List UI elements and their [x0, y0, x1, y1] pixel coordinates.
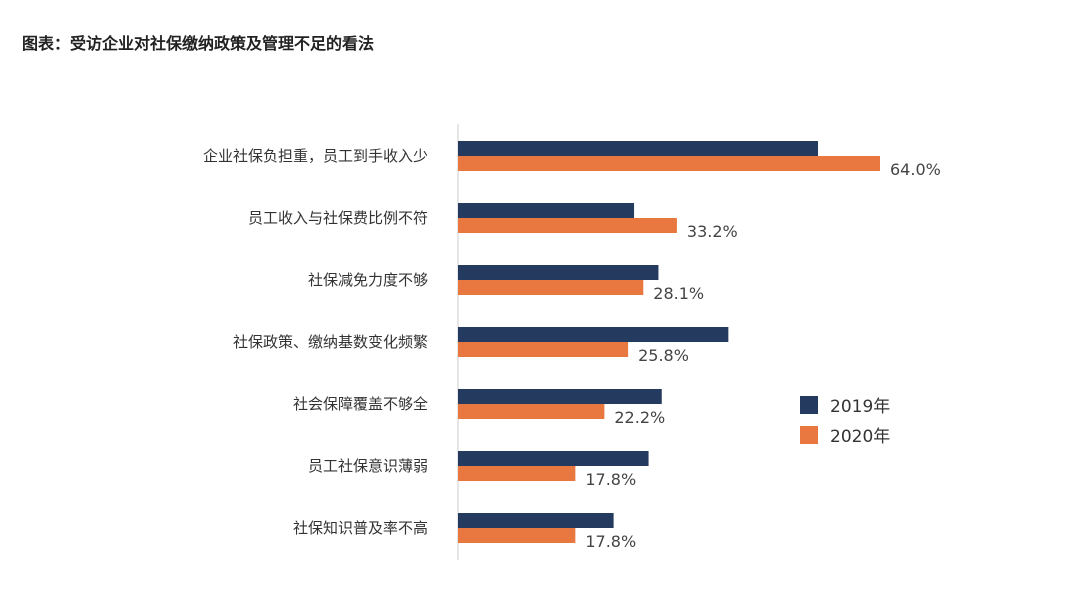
data-label: 28.1%: [653, 284, 704, 303]
data-label: 33.2%: [687, 222, 738, 241]
bar-2019: [458, 327, 729, 342]
bar-2019: [458, 389, 662, 404]
legend-swatch: [800, 396, 818, 414]
category-label: 员工社保意识薄弱: [308, 457, 428, 475]
category-label: 社保减免力度不够: [308, 271, 428, 289]
bar-2020: [458, 280, 644, 295]
chart-title: 图表：受访企业对社保缴纳政策及管理不足的看法: [22, 34, 375, 53]
bar-2019: [458, 513, 614, 528]
bar-2020: [458, 156, 880, 171]
data-label: 64.0%: [890, 160, 941, 179]
bar-2019: [458, 203, 635, 218]
data-label: 17.8%: [585, 470, 636, 489]
category-label: 企业社保负担重，员工到手收入少: [203, 147, 428, 165]
category-label: 员工收入与社保费比例不符: [248, 209, 428, 227]
legend-label: 2020年: [830, 427, 890, 447]
bar-2020: [458, 404, 605, 419]
data-label: 25.8%: [638, 346, 689, 365]
bar-2019: [458, 265, 659, 280]
category-label: 社保知识普及率不高: [293, 519, 428, 537]
bar-2019: [458, 451, 649, 466]
category-label: 社保政策、缴纳基数变化频繁: [233, 333, 428, 351]
bar-2020: [458, 342, 629, 357]
category-label: 社会保障覆盖不够全: [293, 395, 428, 413]
bar-2019: [458, 141, 819, 156]
bar-2020: [458, 466, 576, 481]
data-label: 17.8%: [585, 532, 636, 551]
bar-2020: [458, 528, 576, 543]
legend-label: 2019年: [830, 397, 890, 417]
legend-swatch: [800, 426, 818, 444]
data-label: 22.2%: [614, 408, 665, 427]
bar-2020: [458, 218, 677, 233]
